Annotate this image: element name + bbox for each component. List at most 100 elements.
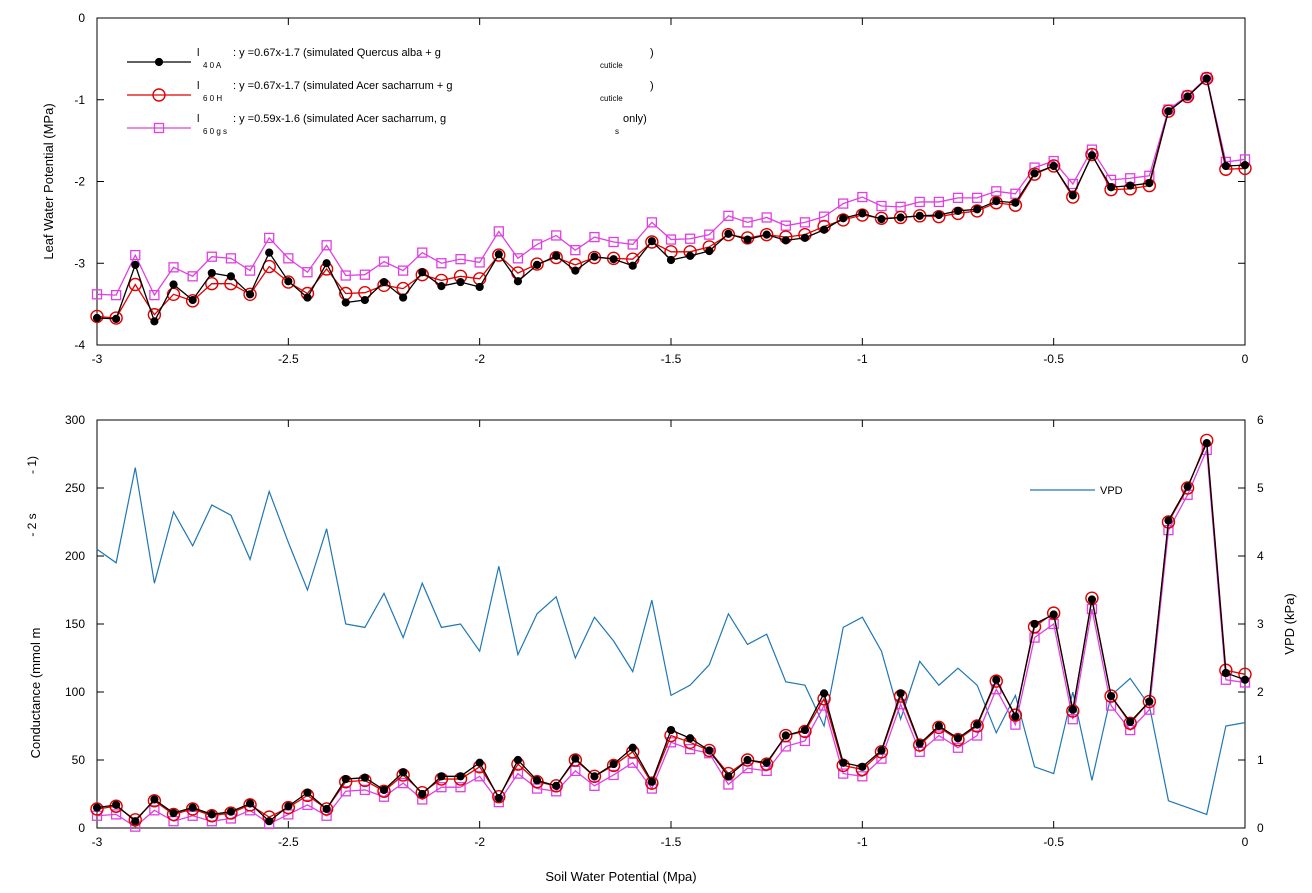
legend: l 4 0 A: y =0.67x-1.7 (simulated Quercus … <box>127 47 654 136</box>
data-point-l60gs <box>455 782 466 793</box>
data-point-l40A <box>513 277 523 286</box>
legend-main: l <box>197 80 199 92</box>
data-point-l60gs <box>149 805 160 816</box>
data-point-l40A <box>303 788 312 797</box>
data-point-l40A <box>1126 181 1135 190</box>
data-point-l60gs <box>244 265 256 276</box>
data-point-l60H <box>702 743 716 758</box>
legend-item-l40A: l 4 0 A: y =0.67x-1.7 (simulated Quercus … <box>127 47 654 70</box>
legend-main: l <box>197 113 199 125</box>
legend-text: : y =0.67x-1.7 (simulated Quercus alba +… <box>233 47 441 59</box>
data-point-l60H <box>1085 147 1099 162</box>
data-point-l60gs <box>359 269 371 280</box>
data-point-l60gs <box>283 253 294 264</box>
data-point-l40A <box>628 261 637 270</box>
data-point-l40A <box>781 731 790 740</box>
y2-tick-label: 3 <box>1257 617 1264 631</box>
data-point-l60gs <box>971 192 983 204</box>
data-point-l60gs <box>780 220 791 231</box>
x-tick-label: -1 <box>857 835 868 849</box>
data-point-l40A <box>131 817 140 826</box>
data-point-l60H <box>1161 515 1176 529</box>
y-tick-label: -3 <box>74 256 85 270</box>
data-point-l60H <box>970 719 984 733</box>
data-point-l40A <box>1145 179 1154 188</box>
data-point-l40A <box>226 272 236 281</box>
data-point-l40A <box>188 295 197 305</box>
data-point-l60H <box>1066 190 1080 204</box>
data-point-l60gs <box>665 234 677 245</box>
data-point-l40A <box>131 260 140 269</box>
data-point-l60H <box>1200 71 1214 86</box>
data-point-l40A <box>437 772 446 781</box>
data-point-l60gs <box>570 245 581 256</box>
data-point-l60gs <box>340 270 351 281</box>
data-point-l40A <box>571 266 580 275</box>
data-point-l40A <box>647 237 656 246</box>
data-point-l40A <box>609 759 618 769</box>
y-axis-label-sup2: - 1) <box>25 456 39 474</box>
data-point-l40A <box>762 230 771 239</box>
data-point-l40A <box>590 252 599 261</box>
y-tick-label: 0 <box>78 821 85 835</box>
data-point-l40A <box>399 293 408 302</box>
data-point-l40A <box>1068 705 1077 714</box>
conductance-chart: -3 -2.5 -2 -1.5 -1 -0.5 0050100150200250300012… <box>25 413 1297 884</box>
data-point-l60H <box>166 807 181 822</box>
legend-tail-sub: s <box>615 127 619 136</box>
y-axis-label: Conductance (mmol m <box>28 628 43 759</box>
data-point-l60gs <box>168 262 179 273</box>
data-point-l60gs <box>589 780 600 791</box>
series-l40A <box>92 74 1250 326</box>
data-point-l40A <box>532 260 542 269</box>
data-point-l40A <box>819 689 829 698</box>
y-tick-label: 150 <box>65 617 85 631</box>
data-point-l40A <box>953 734 963 743</box>
data-point-l40A <box>112 800 121 809</box>
data-point-l60H <box>1085 591 1099 605</box>
legend-label: VPD <box>1100 485 1123 497</box>
data-point-l60H <box>951 732 965 747</box>
data-point-l40A <box>609 255 618 264</box>
data-point-l40A <box>1164 107 1173 116</box>
data-point-l40A <box>819 225 829 234</box>
data-point-l40A <box>456 772 465 781</box>
data-point-l60gs <box>493 226 504 237</box>
data-point-l60H <box>243 798 257 812</box>
data-point-l60gs <box>1067 714 1078 725</box>
data-point-l60H <box>1008 708 1023 722</box>
data-point-l60H <box>549 250 563 265</box>
data-point-l40A <box>724 229 733 238</box>
data-point-l60gs <box>799 735 811 747</box>
legend-marker <box>153 122 165 134</box>
legend-marker <box>154 57 164 67</box>
data-point-l60H <box>281 275 296 289</box>
data-point-l60gs <box>187 271 198 282</box>
data-point-l60gs <box>857 191 868 203</box>
data-point-l40A <box>1183 92 1192 101</box>
y-tick-label: 200 <box>65 549 85 563</box>
data-point-l40A <box>207 810 216 819</box>
data-point-l40A <box>762 758 771 767</box>
series-line-l60gs <box>96 76 1246 297</box>
data-point-l40A <box>877 746 886 755</box>
data-point-l40A <box>705 746 714 755</box>
data-point-l60gs <box>684 743 696 755</box>
data-point-l60H <box>932 720 946 735</box>
data-point-l60H <box>913 738 927 752</box>
data-point-l60gs <box>1067 178 1078 190</box>
data-point-l40A <box>418 789 427 799</box>
data-point-l40A <box>839 214 848 223</box>
data-point-l40A <box>552 251 561 260</box>
legend-sub: 6 0 g s <box>203 127 227 136</box>
y-tick-label: 50 <box>72 753 86 767</box>
data-point-l60gs <box>761 212 772 223</box>
data-point-l40A <box>322 259 331 268</box>
data-point-l60gs <box>378 256 390 267</box>
data-point-l60gs <box>397 777 409 789</box>
data-point-l60gs <box>264 232 275 244</box>
data-point-l40A <box>724 772 733 781</box>
data-point-l60gs <box>991 186 1002 197</box>
data-point-l60gs <box>436 258 447 269</box>
data-point-l40A <box>150 795 159 804</box>
